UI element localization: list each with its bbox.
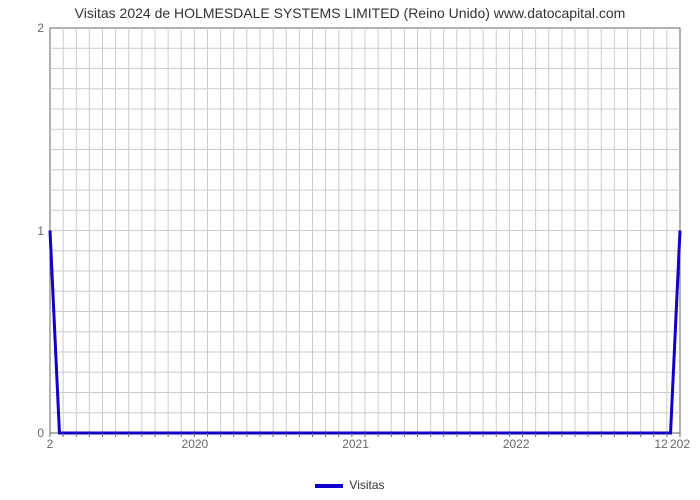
y-tick-label: 0 xyxy=(24,426,44,440)
x-tick-label: 2021 xyxy=(342,437,369,451)
chart-title: Visitas 2024 de HOLMESDALE SYSTEMS LIMIT… xyxy=(0,5,700,21)
visits-chart: Visitas 2024 de HOLMESDALE SYSTEMS LIMIT… xyxy=(0,0,700,500)
plot-svg xyxy=(50,28,680,433)
plot-area xyxy=(50,28,680,433)
x-tick-label: 2020 xyxy=(182,437,209,451)
legend-label: Visitas xyxy=(349,478,384,492)
y-tick-label: 2 xyxy=(24,21,44,35)
x-tick-label: 202 xyxy=(670,437,690,451)
x-tick-label: 2 xyxy=(47,437,54,451)
y-tick-label: 1 xyxy=(24,224,44,238)
x-tick-label: 12 xyxy=(654,437,667,451)
x-tick-label: 2022 xyxy=(503,437,530,451)
chart-legend: Visitas xyxy=(0,478,700,492)
legend-swatch xyxy=(315,484,343,488)
